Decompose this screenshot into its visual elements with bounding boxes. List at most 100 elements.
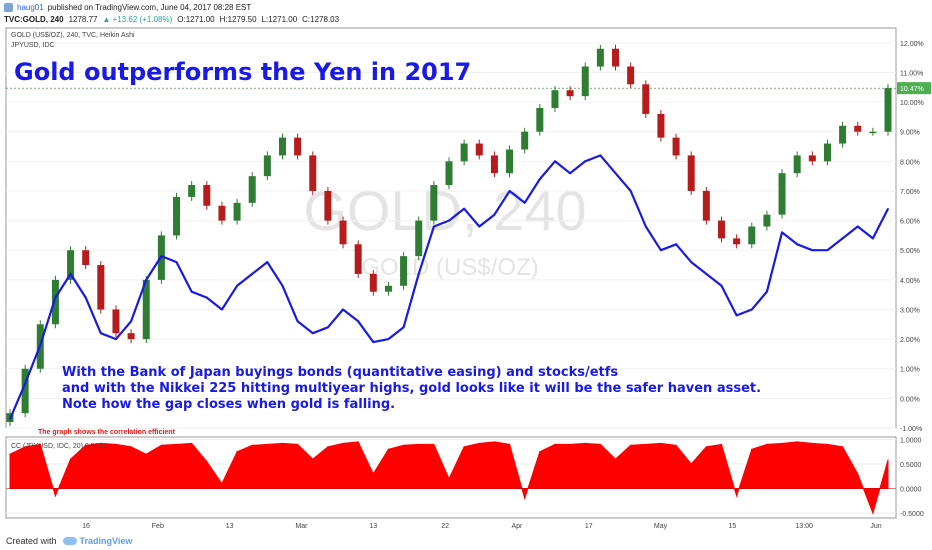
jpyusd-point — [826, 249, 829, 252]
tradingview-logo[interactable]: TradingView — [62, 536, 132, 546]
cc-point — [145, 453, 147, 455]
jpyusd-point — [463, 207, 465, 210]
candle-body — [551, 90, 559, 108]
cc-point — [266, 443, 268, 445]
time-tick-label: 13 — [369, 523, 377, 530]
time-tick-label: 13 — [226, 523, 234, 530]
cc-point — [251, 444, 253, 446]
jpyusd-point — [251, 273, 254, 275]
jpyusd-point — [796, 243, 798, 246]
cc-tick-label: 0.0000 — [900, 487, 922, 494]
candle-body — [112, 309, 120, 334]
time-axis[interactable]: 16 Feb 13 Mar 13 22 Apr 17 May 15 13:00 Jun — [6, 517, 896, 530]
author-link[interactable]: haug01 — [17, 3, 44, 12]
cc-point — [705, 446, 707, 448]
time-tick-label: 16 — [82, 523, 90, 530]
jpyusd-point — [554, 160, 556, 163]
jpyusd-point — [357, 320, 359, 323]
candle-body — [687, 155, 695, 191]
candle-body — [642, 84, 650, 114]
candle-body — [21, 368, 29, 414]
candle-body — [400, 256, 408, 286]
candle-body — [808, 155, 816, 162]
watermark-description: GOLD (US$/OZ) — [361, 254, 538, 281]
gold-candles — [6, 44, 892, 427]
cc-point — [508, 443, 511, 445]
cc-point — [599, 443, 601, 445]
jpyusd-point — [841, 237, 844, 240]
candle-body — [248, 176, 256, 203]
time-tick-label: 15 — [728, 523, 736, 530]
cc-point — [402, 444, 405, 446]
candle-body — [339, 220, 347, 245]
cc-point — [524, 497, 526, 499]
cc-point — [660, 442, 662, 444]
time-tick-label: 13:00 — [795, 523, 813, 530]
jpyusd-point — [811, 249, 814, 252]
candle-body — [823, 143, 831, 162]
candle-body — [733, 238, 741, 245]
jpyusd-point — [887, 207, 889, 210]
cloud-icon — [62, 537, 77, 545]
candle-body — [672, 137, 680, 156]
jpy-legend-label: JPYUSD, IDC — [11, 42, 55, 49]
candle-body — [475, 143, 483, 156]
candle-body — [369, 273, 377, 292]
price-tick-label: -1.00% — [900, 426, 922, 433]
cc-point — [24, 446, 26, 448]
cc-point — [418, 443, 420, 445]
quote-line: TVC:GOLD, 240 1278.77 ▲ +13.62 (+1.08%) … — [4, 15, 339, 24]
last-price-badge — [897, 82, 931, 95]
main-price-axis[interactable]: -1.00% 0.00% 1.00% 2.00% 3.00% 4.00% 5.00% 6.00… — [897, 41, 931, 433]
publish-line: haug01 published on TradingView.com, Jun… — [4, 3, 251, 12]
jpyusd-point — [781, 231, 783, 234]
cc-point — [751, 448, 753, 450]
cc-point — [857, 473, 859, 475]
jpyusd-point — [281, 284, 284, 287]
jpyusd-point — [236, 284, 238, 287]
cc-point — [811, 442, 813, 444]
candle-body — [188, 185, 196, 197]
chart-annotation-title: Gold outperforms the Yen in 2017 — [14, 58, 472, 86]
cc-point — [841, 446, 844, 448]
jpyusd-point — [705, 273, 708, 275]
price-change: ▲ +13.62 (+1.08%) — [102, 15, 173, 24]
jpyusd-point — [872, 237, 874, 240]
candle-body — [384, 285, 392, 292]
cc-point — [826, 443, 829, 445]
candle-body — [627, 66, 635, 85]
jpyusd-point — [629, 190, 632, 192]
note-line-1: With the Bank of Japan buyings bonds (qu… — [62, 365, 619, 380]
candle-body — [763, 214, 771, 227]
jpyusd-point — [539, 178, 541, 180]
cc-point — [54, 495, 57, 497]
cc-point — [9, 453, 11, 455]
cc-point — [387, 448, 390, 450]
main-legend: GOLD (US$/OZ), 240, TVC, Heikin Ashi JPY… — [11, 31, 135, 51]
candle-body — [294, 137, 302, 156]
open-value: O:1271.00 — [177, 15, 215, 24]
cc-point — [85, 444, 87, 446]
correlation-axis[interactable]: 1.0000 0.5000 0.0000 -0.5000 — [900, 437, 924, 518]
jpyusd-point — [327, 326, 329, 329]
cc-point — [372, 473, 374, 475]
cc-point — [887, 459, 889, 461]
time-tick-label: 22 — [441, 523, 449, 530]
jpyusd-point — [24, 382, 26, 385]
jpyusd-point — [675, 243, 677, 246]
jpyusd-point — [614, 172, 617, 174]
candle-body — [596, 48, 604, 67]
price-tick-label: 8.00% — [900, 159, 920, 166]
candle-body — [854, 125, 862, 132]
high-value: H:1279.50 — [219, 15, 257, 24]
cc-point — [175, 443, 178, 445]
time-tick-label: Jun — [870, 523, 881, 530]
candle-body — [793, 155, 801, 174]
cc-point — [539, 451, 541, 453]
price-tick-label: 5.00% — [900, 248, 920, 255]
candle-body — [142, 279, 150, 340]
cc-point — [39, 443, 41, 445]
cc-point — [160, 444, 162, 446]
correlation-note: The graph shows the correlation efficien… — [38, 429, 175, 436]
